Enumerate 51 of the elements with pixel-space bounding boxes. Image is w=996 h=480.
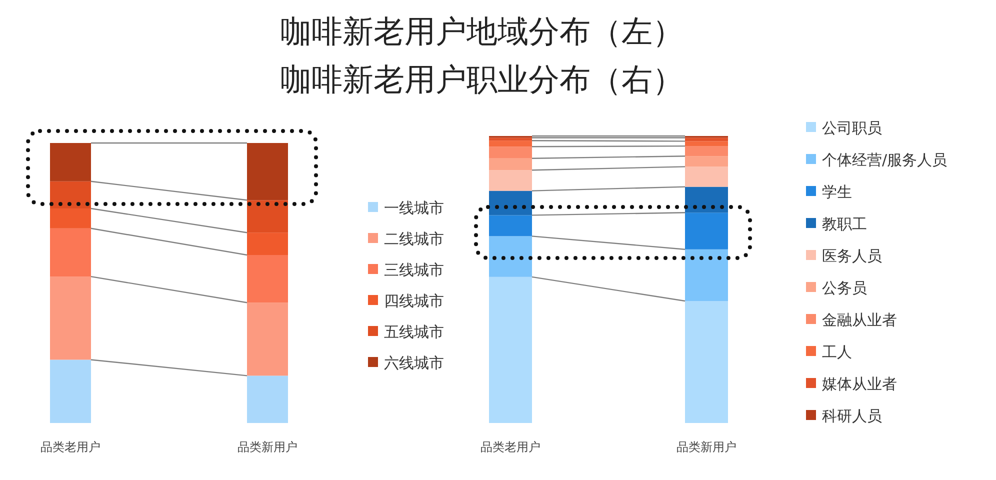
bar — [50, 143, 91, 182]
bar — [489, 138, 532, 141]
bar — [489, 215, 532, 236]
legend-label: 公务员 — [822, 279, 867, 297]
bar — [685, 212, 728, 250]
bar — [489, 276, 532, 423]
bar — [247, 143, 288, 200]
legend-label: 四线城市 — [384, 292, 444, 310]
bar — [50, 208, 91, 228]
bar — [685, 156, 728, 167]
x-tick-label: 品类新用户 — [676, 440, 736, 454]
bar — [685, 146, 728, 156]
bar — [247, 376, 288, 423]
legend-label: 个体经营/服务人员 — [822, 151, 948, 169]
bar — [489, 158, 532, 170]
legend-label: 科研人员 — [822, 407, 882, 425]
legend-label: 五线城市 — [384, 323, 444, 341]
bar — [247, 302, 288, 376]
bar — [50, 181, 91, 209]
x-tick-label: 品类老用户 — [40, 440, 100, 454]
bar — [685, 166, 728, 187]
bar — [685, 138, 728, 142]
bar — [50, 276, 91, 360]
bar — [489, 190, 532, 216]
legend-label: 公司职员 — [822, 119, 882, 137]
legend-label: 工人 — [822, 343, 852, 361]
bar — [247, 200, 288, 233]
legend-label: 媒体从业者 — [822, 375, 897, 393]
bar — [247, 232, 288, 255]
bar — [685, 301, 728, 423]
bar — [685, 249, 728, 302]
legend-label: 一线城市 — [384, 199, 444, 217]
bar — [685, 186, 728, 213]
legend-label: 三线城市 — [384, 261, 444, 279]
x-tick-label: 品类老用户 — [480, 440, 540, 454]
bar — [685, 141, 728, 146]
bar — [489, 146, 532, 158]
legend-label: 二线城市 — [384, 230, 444, 248]
bar — [50, 360, 91, 423]
legend-label: 金融从业者 — [822, 311, 897, 329]
legend-label: 医务人员 — [822, 247, 882, 265]
bar — [247, 255, 288, 303]
bar — [489, 236, 532, 277]
legend-label: 教职工 — [822, 215, 867, 233]
x-tick-label: 品类新用户 — [238, 440, 298, 454]
bar — [50, 228, 91, 277]
titles: 咖啡新老用户地域分布（左） 咖啡新老用户职业分布（右） — [280, 14, 684, 98]
bar — [489, 140, 532, 147]
legend-label: 六线城市 — [384, 354, 444, 372]
bar — [489, 170, 532, 191]
legend-label: 学生 — [822, 183, 852, 201]
